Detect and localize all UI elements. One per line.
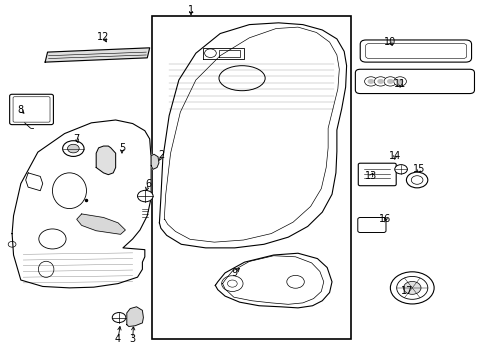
FancyBboxPatch shape (365, 44, 466, 59)
Text: 8: 8 (18, 105, 24, 115)
Text: 16: 16 (379, 214, 391, 224)
Circle shape (394, 165, 407, 174)
FancyBboxPatch shape (10, 94, 53, 125)
Polygon shape (12, 120, 151, 288)
Circle shape (396, 276, 427, 299)
Text: 13: 13 (364, 171, 376, 181)
Circle shape (396, 79, 403, 84)
Circle shape (367, 79, 373, 84)
Ellipse shape (52, 173, 86, 208)
Polygon shape (45, 48, 149, 62)
Text: 5: 5 (119, 143, 125, 153)
Circle shape (44, 233, 60, 245)
Bar (152, 16, 351, 339)
Polygon shape (151, 154, 159, 169)
Polygon shape (126, 307, 143, 327)
Text: 11: 11 (393, 78, 406, 89)
Circle shape (403, 282, 420, 294)
Text: 17: 17 (400, 286, 413, 296)
Circle shape (393, 77, 406, 86)
Circle shape (373, 77, 386, 86)
Circle shape (137, 190, 153, 202)
Circle shape (386, 79, 393, 84)
Text: 14: 14 (388, 151, 401, 161)
Ellipse shape (38, 261, 54, 277)
FancyBboxPatch shape (358, 163, 395, 186)
Text: 9: 9 (231, 268, 237, 278)
FancyBboxPatch shape (360, 40, 470, 62)
Circle shape (376, 79, 383, 84)
Text: 4: 4 (115, 334, 121, 344)
FancyBboxPatch shape (357, 217, 385, 233)
Polygon shape (96, 146, 116, 175)
FancyBboxPatch shape (13, 97, 50, 122)
Text: 7: 7 (74, 134, 80, 144)
Circle shape (383, 77, 396, 86)
Circle shape (364, 77, 376, 86)
FancyBboxPatch shape (355, 69, 473, 94)
Polygon shape (77, 214, 125, 234)
Circle shape (406, 172, 427, 188)
Text: 10: 10 (384, 37, 396, 48)
Circle shape (67, 144, 79, 153)
Text: 2: 2 (159, 150, 164, 160)
Text: 15: 15 (412, 164, 425, 174)
Text: 3: 3 (129, 334, 136, 344)
Circle shape (112, 312, 125, 323)
Text: 6: 6 (145, 179, 151, 189)
Polygon shape (26, 173, 42, 191)
Circle shape (389, 272, 433, 304)
Ellipse shape (219, 66, 264, 91)
Text: 1: 1 (187, 5, 194, 15)
Text: 12: 12 (97, 32, 109, 42)
